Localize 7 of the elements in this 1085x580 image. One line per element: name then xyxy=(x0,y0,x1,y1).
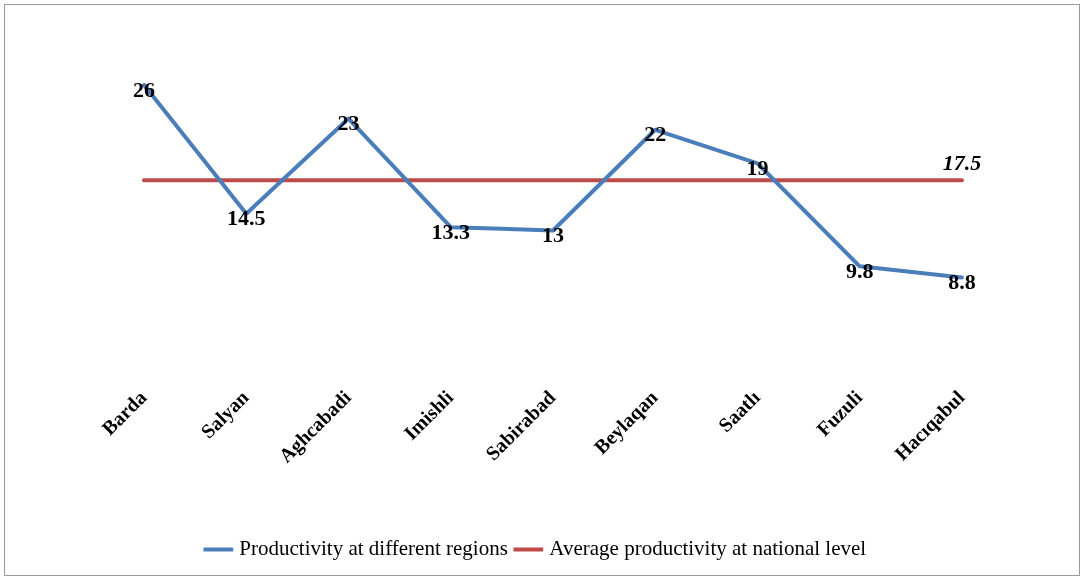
data-label: 9.8 xyxy=(845,258,874,284)
legend-label: Average productivity at national level xyxy=(549,536,867,561)
data-label: 13.3 xyxy=(431,218,470,244)
legend-label: Productivity at different regions xyxy=(239,536,508,561)
data-label: 17.5 xyxy=(942,149,982,175)
data-label: 14.5 xyxy=(227,205,266,231)
data-label: 8.8 xyxy=(948,269,976,295)
